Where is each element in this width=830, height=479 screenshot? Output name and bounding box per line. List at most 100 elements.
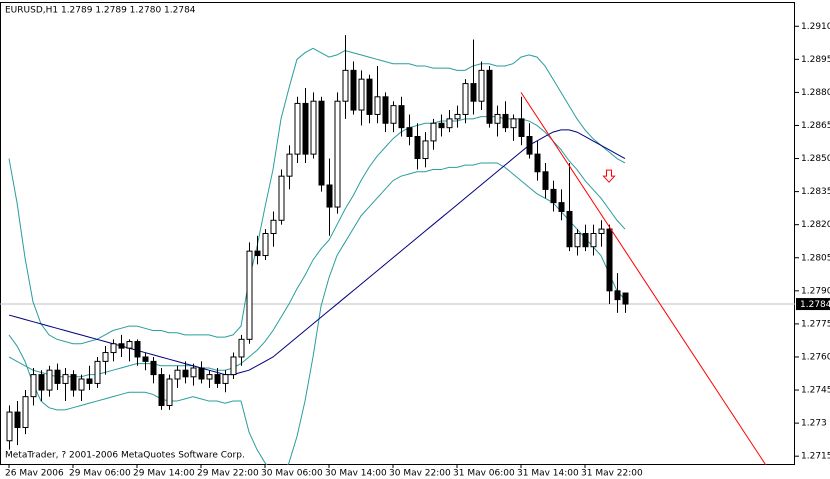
- candle-body: [606, 228, 613, 292]
- x-tick-label: 29 Mav 06:00: [69, 469, 131, 479]
- candle-body: [358, 78, 365, 111]
- candle-body: [478, 69, 485, 102]
- indicator-line: [8, 47, 626, 345]
- candle-body: [414, 135, 421, 160]
- x-tick-label: 31 Mav 14:00: [517, 469, 579, 479]
- candle-body: [318, 100, 325, 186]
- candle-body: [534, 153, 541, 173]
- candle-body: [542, 171, 549, 190]
- x-tick-label: 30 Mav 14:00: [325, 469, 387, 479]
- candle-body: [366, 78, 373, 115]
- y-tick-label: 1.2775: [801, 319, 830, 329]
- candle-body: [206, 374, 213, 380]
- candle-body: [310, 100, 317, 155]
- x-tick-label: 29 Mav 22:00: [197, 469, 259, 479]
- candle-body: [454, 113, 461, 120]
- candle-body: [86, 378, 93, 384]
- candle-body: [38, 374, 45, 391]
- current-price-label: 1.2784: [800, 300, 830, 310]
- candle-body: [174, 369, 181, 380]
- candle-body: [526, 135, 533, 155]
- x-tick-label: 30 Mav 22:00: [389, 469, 451, 479]
- candle-body: [494, 113, 501, 124]
- candle-body: [126, 341, 133, 349]
- candle-body: [590, 233, 597, 248]
- candle-body: [22, 396, 29, 429]
- y-tick-label: 1.2715: [801, 452, 830, 462]
- candle-body: [510, 118, 517, 129]
- candle-body: [566, 210, 573, 248]
- candle-body: [78, 378, 85, 391]
- candle-body: [238, 338, 245, 358]
- candle-body: [614, 290, 621, 301]
- x-tick-label: 30 Mav 06:00: [261, 469, 323, 479]
- candle-body: [54, 369, 61, 384]
- candle-body: [582, 233, 589, 248]
- trend-line: [520, 92, 767, 465]
- candle-body: [294, 102, 301, 155]
- candle-body: [326, 184, 333, 208]
- candle-body: [158, 374, 165, 406]
- candle-body: [134, 341, 141, 358]
- candle-body: [486, 69, 493, 124]
- candle-body: [398, 105, 405, 129]
- candle-body: [438, 122, 445, 129]
- candle-body: [550, 188, 557, 204]
- candle-body: [142, 356, 149, 362]
- candle-body: [254, 250, 261, 257]
- candle-body: [6, 411, 13, 442]
- candle-body: [270, 219, 277, 234]
- candle-body: [446, 118, 453, 129]
- candle-body: [374, 96, 381, 115]
- y-tick-label: 1.2835: [801, 187, 830, 197]
- candle-body: [222, 374, 229, 384]
- candle-body: [62, 374, 69, 384]
- candle-body: [622, 292, 629, 305]
- candle-body: [30, 374, 37, 398]
- candle-body: [198, 367, 205, 380]
- candle-body: [14, 411, 21, 429]
- candle-body: [70, 374, 77, 391]
- y-tick-label: 1.2895: [801, 55, 830, 65]
- candle-body: [390, 105, 397, 124]
- candle-body: [518, 118, 525, 137]
- y-tick-label: 1.2910: [801, 22, 830, 32]
- candle-body: [462, 83, 469, 115]
- candle-body: [246, 250, 253, 340]
- candle-body: [150, 360, 157, 376]
- candle-body: [166, 378, 173, 406]
- candle-body: [46, 369, 53, 391]
- candle-body: [118, 343, 125, 349]
- candle-body: [94, 360, 101, 384]
- y-tick-label: 1.2760: [801, 352, 830, 362]
- candle-body: [190, 367, 197, 378]
- current-price-box: [796, 298, 830, 311]
- plot-frame: [0, 2, 795, 465]
- y-tick-label: 1.273: [801, 419, 827, 429]
- candle-body: [422, 140, 429, 160]
- candle-body: [558, 202, 565, 212]
- candle-body: [350, 69, 357, 111]
- candle-body: [382, 96, 389, 124]
- y-tick-label: 1.2790: [801, 286, 830, 296]
- indicator-line: [8, 162, 626, 465]
- candle-body: [598, 228, 605, 234]
- footer: MetaTrader, ? 2001-2006 MetaQuotes Softw…: [5, 451, 245, 461]
- x-tick-label: 26 Mav 2006: [5, 469, 64, 479]
- plot-area: [0, 35, 795, 465]
- candle-body: [334, 100, 341, 208]
- y-tick-label: 1.2880: [801, 88, 830, 98]
- candle-body: [278, 175, 285, 221]
- candle-body: [470, 83, 477, 102]
- candle-body: [430, 122, 437, 142]
- candle-body: [230, 356, 237, 376]
- candle-body: [574, 233, 581, 248]
- sell-arrow: [602, 169, 616, 183]
- chart-title: EURUSD,H1 1.2789 1.2789 1.2780 1.2784: [5, 6, 196, 16]
- candle-body: [406, 127, 413, 137]
- candle-body: [342, 69, 349, 102]
- y-tick-label: 1.2865: [801, 121, 830, 131]
- y-tick-label: 1.2805: [801, 253, 830, 263]
